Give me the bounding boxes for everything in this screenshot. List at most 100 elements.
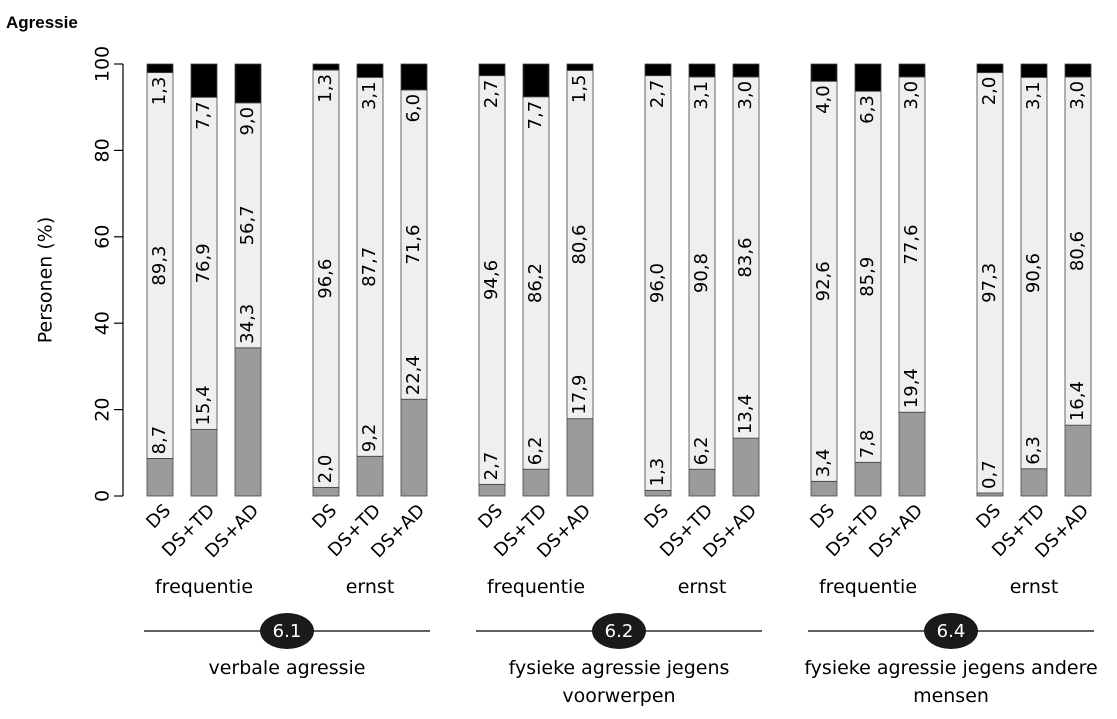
group-title: mensen (913, 685, 989, 707)
bar-segment-mid (898, 76, 926, 413)
bar-segment-low (810, 480, 838, 497)
bar-segment-high (234, 63, 262, 104)
data-label: 3,1 (691, 81, 712, 110)
bar-segment-high (976, 63, 1004, 74)
data-label: 22,4 (403, 355, 424, 395)
data-label: 2,7 (481, 80, 502, 109)
group-badge (592, 613, 646, 649)
data-label: 6,3 (857, 95, 878, 124)
group-title: fysieke agressie jegens andere (804, 657, 1097, 679)
data-label: 3,1 (359, 81, 380, 110)
bar-segment-mid (1020, 76, 1048, 470)
data-label: 96,6 (315, 259, 336, 299)
data-label: 9,0 (237, 107, 258, 136)
bar-segment-low (478, 483, 506, 497)
data-label: 3,0 (901, 81, 922, 110)
bar-segment-low (146, 458, 174, 497)
bar-segment-high (898, 63, 926, 78)
data-label: 8,7 (149, 426, 170, 455)
data-label: 16,4 (1067, 381, 1088, 421)
y-tick-label: 0 (92, 490, 114, 502)
measure-label: ernst (346, 576, 395, 598)
data-label: 1,3 (315, 74, 336, 103)
data-label: 4,0 (813, 85, 834, 114)
bar-segment-high (1020, 63, 1048, 78)
data-label: 90,8 (691, 253, 712, 293)
data-label: 7,8 (857, 430, 878, 459)
data-label: 2,7 (647, 80, 668, 109)
bar-segment-mid (478, 75, 506, 485)
data-label: 76,9 (193, 243, 214, 283)
data-label: 90,6 (1023, 253, 1044, 293)
bar-segment-low (898, 411, 926, 497)
data-label: 85,9 (857, 257, 878, 297)
data-label: 77,6 (901, 225, 922, 265)
measure-label: frequentie (819, 576, 917, 598)
y-tick-label: 20 (92, 398, 114, 422)
data-label: 1,5 (569, 74, 590, 103)
bar-segment-mid (234, 102, 262, 349)
x-category-label: DS (308, 500, 341, 533)
bar-segment-low (1020, 468, 1048, 497)
bar-segment-low (356, 455, 384, 497)
group-badge (260, 613, 314, 649)
data-label: 9,2 (359, 424, 380, 453)
data-label: 7,7 (525, 101, 546, 130)
bar-segment-high (688, 63, 716, 78)
bar-segment-mid (522, 96, 550, 470)
bar-segment-low (234, 347, 262, 497)
measure-label: frequentie (155, 576, 253, 598)
bar-segment-mid (146, 72, 174, 459)
data-label: 0,7 (979, 460, 1000, 489)
bar-segment-low (688, 468, 716, 497)
data-label: 87,7 (359, 247, 380, 287)
data-label: 13,4 (735, 394, 756, 434)
bar-segment-mid (1064, 76, 1092, 426)
data-label: 1,3 (149, 77, 170, 106)
data-label: 89,3 (149, 245, 170, 285)
x-category-label: DS (474, 500, 507, 533)
bar-segment-high (810, 63, 838, 82)
bar-segment-high (854, 63, 882, 92)
bar-segment-low (400, 398, 428, 497)
measure-label: ernst (1010, 576, 1059, 598)
group-badge (924, 613, 978, 649)
bar-segment-mid (854, 90, 882, 463)
y-tick-label: 80 (92, 138, 114, 162)
bar-segment-high (644, 63, 672, 77)
bar-segment-mid (810, 80, 838, 482)
bars: 8,7 89,3 1,3 15,4 76,9 7,7 34,3 56,7 9,0 2,0 96,6 1… (146, 63, 1092, 497)
data-label: 83,6 (735, 237, 756, 277)
bar-segment-low (566, 418, 594, 497)
data-label: 6,0 (403, 94, 424, 123)
y-axis-label: Personen (%) (35, 217, 57, 344)
bar-segment-low (854, 461, 882, 497)
data-label: 3,0 (735, 81, 756, 110)
data-label: 3,1 (1023, 81, 1044, 110)
data-label: 1,3 (647, 458, 668, 487)
data-label: 92,6 (813, 261, 834, 301)
bar-segment-mid (356, 76, 384, 457)
bar-segment-low (522, 468, 550, 497)
bar-segment-high (190, 63, 218, 98)
data-label: 6,2 (691, 437, 712, 466)
data-label: 94,6 (481, 260, 502, 300)
bar-segment-high (522, 63, 550, 98)
data-label: 3,4 (813, 449, 834, 478)
bar-segment-mid (732, 76, 760, 439)
data-label: 2,7 (481, 452, 502, 481)
bar-segment-mid (190, 96, 218, 430)
data-label: 80,6 (1067, 231, 1088, 271)
y-tick-label: 40 (92, 311, 114, 335)
data-label: 2,0 (979, 77, 1000, 106)
x-category-label: DS (972, 500, 1005, 533)
bar-segment-high (146, 63, 174, 74)
data-label: 97,3 (979, 263, 1000, 303)
x-category-label: DS (806, 500, 839, 533)
data-label: 6,2 (525, 437, 546, 466)
measure-label: frequentie (487, 576, 585, 598)
data-label: 6,3 (1023, 436, 1044, 465)
